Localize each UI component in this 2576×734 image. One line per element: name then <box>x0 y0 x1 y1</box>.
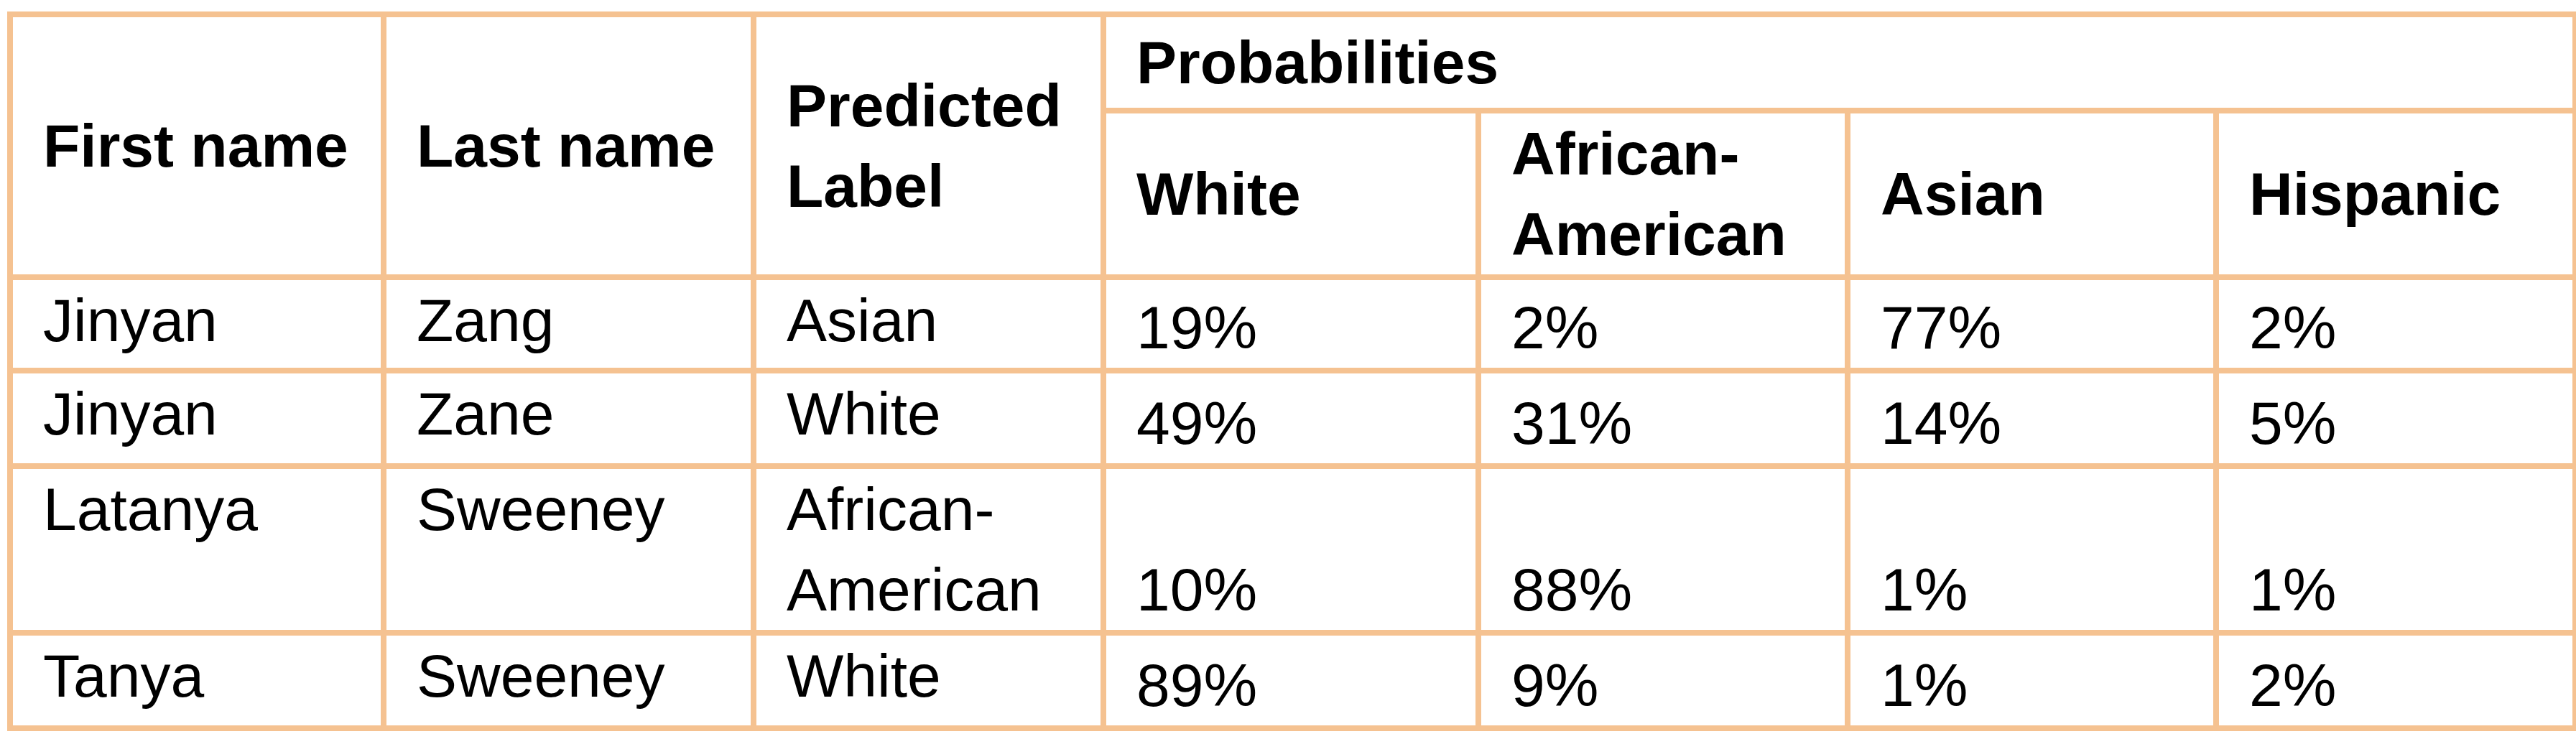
cell-last-name: Zane <box>384 371 754 466</box>
header-probabilities: Probabilities <box>1103 14 2575 111</box>
cell-prob-white: 89% <box>1103 633 1478 728</box>
table-row: Tanya Sweeney White 89% 9% 1% 2% <box>10 633 2575 728</box>
cell-prob-asian: 77% <box>1848 277 2216 371</box>
race-probability-table: First name Last name Predicted Label Pro… <box>7 11 2576 731</box>
cell-prob-hispanic: 5% <box>2216 371 2575 466</box>
cell-prob-hispanic: 2% <box>2216 633 2575 728</box>
table-header: First name Last name Predicted Label Pro… <box>10 14 2575 277</box>
cell-prob-african-american: 9% <box>1478 633 1848 728</box>
cell-prob-hispanic: 1% <box>2216 466 2575 633</box>
header-row-top: First name Last name Predicted Label Pro… <box>10 14 2575 111</box>
cell-last-name: Sweeney <box>384 466 754 633</box>
cell-prob-white: 10% <box>1103 466 1478 633</box>
header-prob-white: White <box>1103 111 1478 277</box>
cell-prob-asian: 1% <box>1848 633 2216 728</box>
cell-prob-asian: 14% <box>1848 371 2216 466</box>
header-first-name: First name <box>10 14 384 277</box>
cell-prob-asian: 1% <box>1848 466 2216 633</box>
table-body: Jinyan Zang Asian 19% 2% 77% 2% Jinyan Z… <box>10 277 2575 728</box>
table-row: Latanya Sweeney African-American 10% 88%… <box>10 466 2575 633</box>
cell-first-name: Tanya <box>10 633 384 728</box>
header-last-name: Last name <box>384 14 754 277</box>
cell-prob-african-american: 31% <box>1478 371 1848 466</box>
cell-first-name: Jinyan <box>10 371 384 466</box>
cell-last-name: Sweeney <box>384 633 754 728</box>
cell-predicted-label: Asian <box>754 277 1103 371</box>
header-prob-hispanic: Hispanic <box>2216 111 2575 277</box>
cell-prob-hispanic: 2% <box>2216 277 2575 371</box>
cell-predicted-label: White <box>754 371 1103 466</box>
cell-predicted-label: White <box>754 633 1103 728</box>
cell-prob-white: 19% <box>1103 277 1478 371</box>
table-row: Jinyan Zane White 49% 31% 14% 5% <box>10 371 2575 466</box>
header-prob-african-american: African-American <box>1478 111 1848 277</box>
header-prob-asian: Asian <box>1848 111 2216 277</box>
header-predicted-label: Predicted Label <box>754 14 1103 277</box>
cell-first-name: Jinyan <box>10 277 384 371</box>
cell-predicted-label: African-American <box>754 466 1103 633</box>
cell-prob-african-american: 88% <box>1478 466 1848 633</box>
cell-first-name: Latanya <box>10 466 384 633</box>
table-row: Jinyan Zang Asian 19% 2% 77% 2% <box>10 277 2575 371</box>
cell-prob-white: 49% <box>1103 371 1478 466</box>
cell-prob-african-american: 2% <box>1478 277 1848 371</box>
cell-last-name: Zang <box>384 277 754 371</box>
